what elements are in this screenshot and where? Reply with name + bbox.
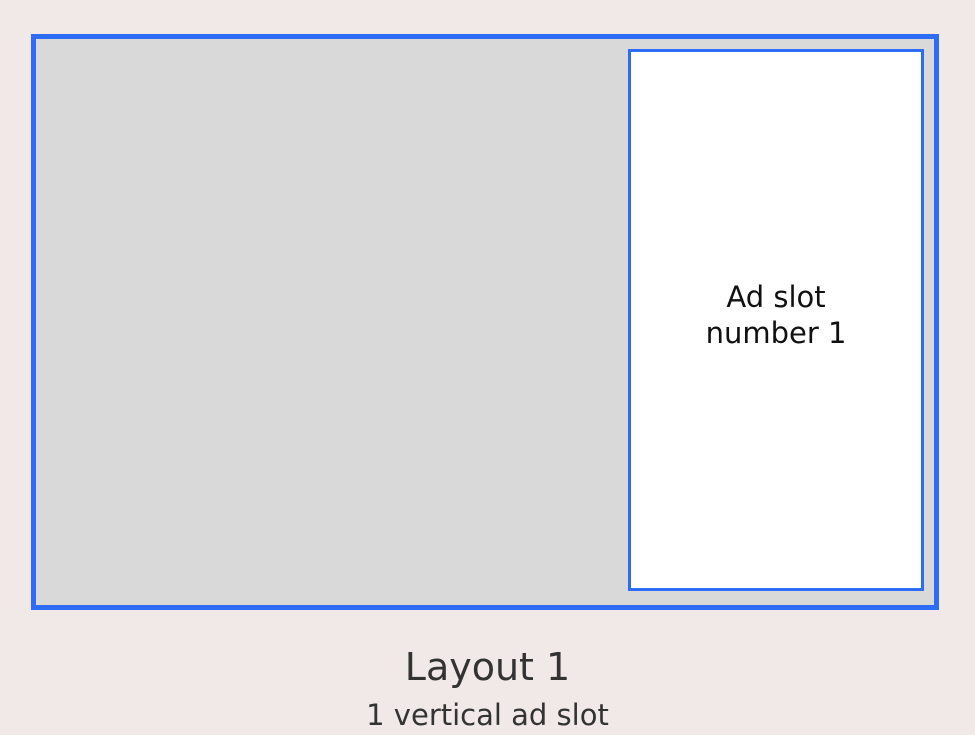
ad-slot-1: Ad slot number 1 <box>628 49 924 591</box>
layout-preview-frame: Ad slot number 1 <box>31 34 939 610</box>
ad-slot-label-line-1: Ad slot <box>726 280 826 314</box>
layout-subtitle: 1 vertical ad slot <box>366 698 609 732</box>
layout-title: Layout 1 <box>404 645 571 689</box>
ad-slot-label-line-2: number 1 <box>705 316 847 350</box>
ad-slot-label: Ad slot number 1 <box>706 279 847 351</box>
